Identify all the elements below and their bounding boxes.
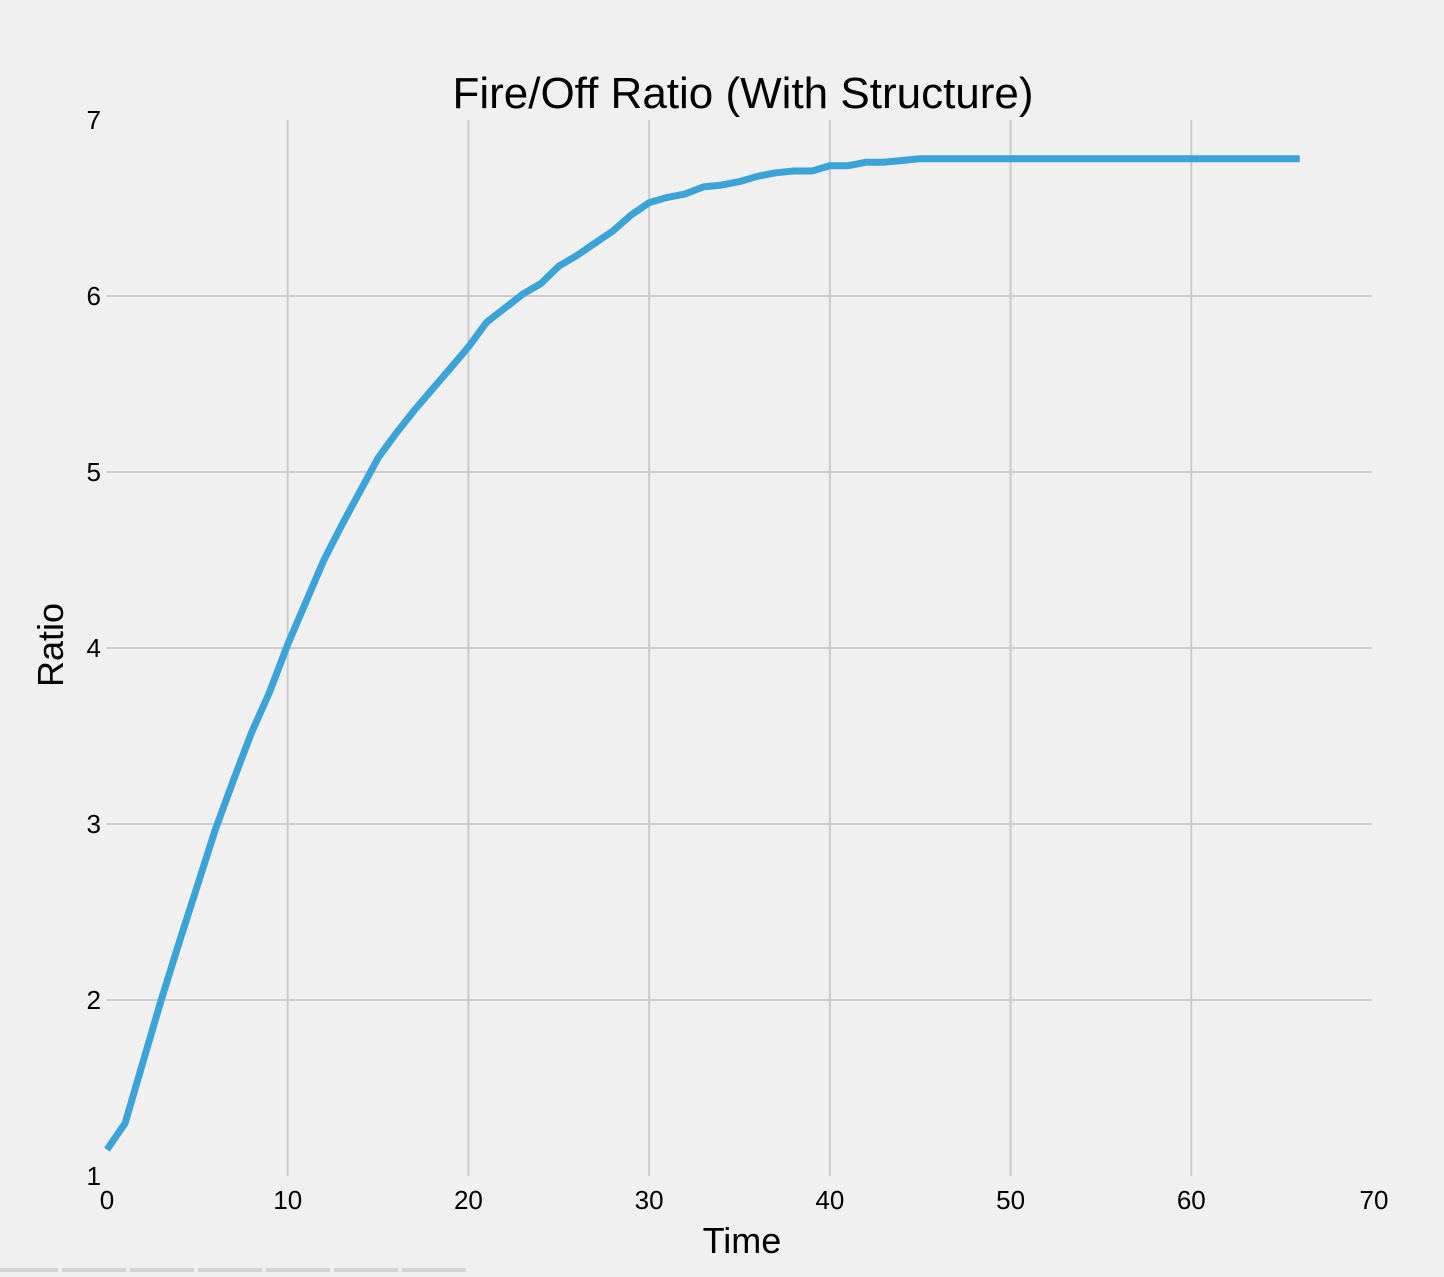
strip-segment: [130, 1268, 194, 1272]
x-tick-label: 50: [996, 1185, 1025, 1215]
y-tick-label: 4: [87, 633, 101, 663]
y-tick-label: 2: [87, 985, 101, 1015]
y-tick-label: 1: [87, 1161, 101, 1191]
x-axis-title: Time: [703, 1220, 782, 1261]
strip-segment: [266, 1268, 330, 1272]
strip-segment: [402, 1268, 466, 1272]
series-line: [104, 155, 1300, 1152]
series-layer: [104, 155, 1300, 1152]
y-tick-label: 5: [87, 457, 101, 487]
x-tick-label: 70: [1360, 1185, 1389, 1215]
x-tick-label: 20: [454, 1185, 483, 1215]
x-tick-label: 40: [815, 1185, 844, 1215]
tick-layer: 0 10 20 30 40 50 60 70 1 2 3 4 5 6 7: [87, 105, 1389, 1215]
x-tick-label: 30: [635, 1185, 664, 1215]
x-tick-label: 60: [1177, 1185, 1206, 1215]
strip-segment: [198, 1268, 262, 1272]
y-tick-label: 6: [87, 281, 101, 311]
x-tick-label: 0: [100, 1185, 114, 1215]
strip-segment: [62, 1268, 126, 1272]
chart-title: Fire/Off Ratio (With Structure): [452, 69, 1033, 118]
grid-layer: [107, 120, 1372, 1176]
y-axis-title: Ratio: [30, 603, 71, 687]
x-tick-label: 10: [273, 1185, 302, 1215]
strip-segment: [0, 1268, 58, 1272]
strip-segment: [334, 1268, 398, 1272]
bottom-strip: [0, 1268, 466, 1272]
y-tick-label: 7: [87, 105, 101, 135]
y-tick-label: 3: [87, 809, 101, 839]
